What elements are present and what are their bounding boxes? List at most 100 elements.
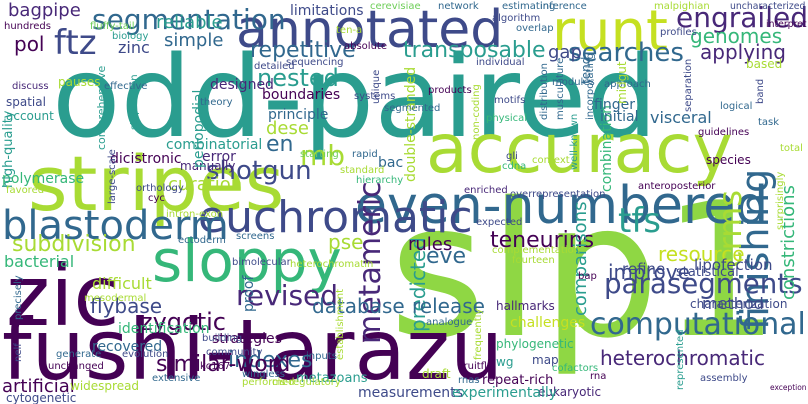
word-wg: wg <box>496 355 514 369</box>
word-species: species <box>706 153 751 167</box>
word-dicistronic: dicistronic <box>110 151 182 167</box>
word-estimating: estimating <box>502 1 556 12</box>
word-zinc: zinc <box>118 38 150 57</box>
word-spatial: spatial <box>6 95 46 109</box>
word-euchromatic: euchromatic <box>198 192 473 243</box>
word-total: total <box>780 143 803 154</box>
word-absolute: absolute <box>344 41 387 52</box>
word-represented: represented <box>675 329 686 390</box>
word-analogue: analogue <box>426 317 473 328</box>
word-frequently: frequently <box>473 308 484 360</box>
word-refine: refine <box>622 260 666 278</box>
word-segmentation: segmentation <box>92 3 286 36</box>
word-community: community <box>206 347 263 358</box>
word-hundreds: hundreds <box>4 21 51 32</box>
word-fourteen: fourteen <box>512 255 555 266</box>
word-malpighian: malpighian <box>654 1 710 12</box>
word-challenges: challenges <box>510 315 586 331</box>
word-double-stranded: double-stranded <box>403 66 419 182</box>
word-bap: bap <box>578 271 597 282</box>
word-discuss: discuss <box>12 81 49 92</box>
word-ten-a: ten-a <box>336 25 363 36</box>
word-boundaries: boundaries <box>262 87 341 103</box>
word-simple: simple <box>164 30 224 51</box>
word-establishment: establishment <box>335 288 346 360</box>
word-en: en <box>266 132 294 157</box>
word-bagpipe: bagpipe <box>8 0 81 21</box>
word-resource: resource <box>658 242 745 266</box>
word-enriched: enriched <box>464 185 508 196</box>
word-similar-word: similar-word <box>156 352 291 377</box>
word-tfs: tfs <box>618 201 662 241</box>
word-rna: rna <box>590 371 607 382</box>
word-even-numbered: even-numbered <box>355 176 769 236</box>
word-slp1: slp1 <box>389 162 782 379</box>
word-heterochromatic: heterochromatic <box>600 346 765 370</box>
word-artificial: artificial <box>2 376 75 397</box>
word-complementation: complementation <box>492 245 581 256</box>
word-cerevisiae: cerevisiae <box>370 1 421 12</box>
word-principle: principle <box>268 107 329 123</box>
word-non-coding: non-coding <box>471 84 482 140</box>
word-bac: bac <box>378 155 404 171</box>
word-limitations: limitations <box>290 3 364 19</box>
word-improve: improve <box>608 260 690 284</box>
word-dese: dese <box>266 118 309 139</box>
word-eve: eve <box>426 244 467 269</box>
word-nelf: nelf <box>13 343 24 362</box>
word-bacterial: bacterial <box>4 252 75 271</box>
word-genomes: genomes <box>690 24 783 48</box>
word-cofactors: cofactors <box>552 363 599 374</box>
word-separation: separation <box>683 58 694 112</box>
word-midgut: midgut <box>615 61 629 104</box>
word-interpret: interpret <box>766 19 807 30</box>
word-orthology: orthology <box>136 183 184 194</box>
word-applying: applying <box>700 40 786 64</box>
word-experimentally: experimentally <box>452 385 558 401</box>
word-building: building <box>202 333 243 344</box>
word-runt: runt <box>552 0 668 64</box>
word-measurements: measurements <box>358 385 463 401</box>
word-segmented: segmented <box>384 103 441 114</box>
word-rnas: rnas <box>458 375 480 386</box>
word-fluffy-tail: fluffy-tail <box>90 21 135 32</box>
word-systems: systems <box>354 91 396 102</box>
word-nested: nested <box>257 64 339 92</box>
word-pauses: pauses <box>58 75 101 89</box>
word-sloppy: sloppy <box>152 227 342 295</box>
word-anteroposterior: anteroposterior <box>638 181 716 192</box>
word-finger: finger <box>594 97 635 113</box>
word-screens: screens <box>236 231 275 242</box>
word-eukaryotic: eukaryotic <box>538 385 602 399</box>
word-statistical: statistical <box>676 265 739 280</box>
word-hallmarks: hallmarks <box>496 299 555 313</box>
word-overlap: overlap <box>516 23 554 34</box>
word-cyc: cyc <box>148 193 165 204</box>
word-guidelines: guidelines <box>698 127 750 138</box>
word-tend: tend <box>579 56 593 84</box>
word-detailed: detailed <box>254 61 295 72</box>
word-odd-paired: odd-paired <box>52 33 658 163</box>
word-zic: zic <box>6 247 120 345</box>
word-lipofection: lipofection <box>694 256 773 274</box>
word-recovered: recovered <box>92 339 163 355</box>
word-widespread: widespread <box>70 379 140 393</box>
word-products: products <box>428 85 472 96</box>
word-extensive: extensive <box>152 373 201 384</box>
word-cdna: cdna <box>502 161 527 172</box>
word-based: based <box>746 57 783 71</box>
word-metazoans: metazoans <box>296 371 368 386</box>
word-fruitfly: fruitfly <box>460 361 493 372</box>
word-rapid: rapid <box>352 149 378 160</box>
word-performed: performed <box>242 377 295 388</box>
word-release: release <box>412 294 485 318</box>
word-individual: individual <box>476 57 525 68</box>
word-starting: starting <box>300 149 339 160</box>
word-stripes: stripes <box>28 139 285 228</box>
word-bimolecular: bimolecular <box>232 257 291 268</box>
word-task: task <box>758 117 780 128</box>
word-uncharacterized: uncharacterized <box>730 1 806 12</box>
word-kc167: kc167 <box>200 361 231 372</box>
word-unchanged: unchanged <box>48 361 104 372</box>
